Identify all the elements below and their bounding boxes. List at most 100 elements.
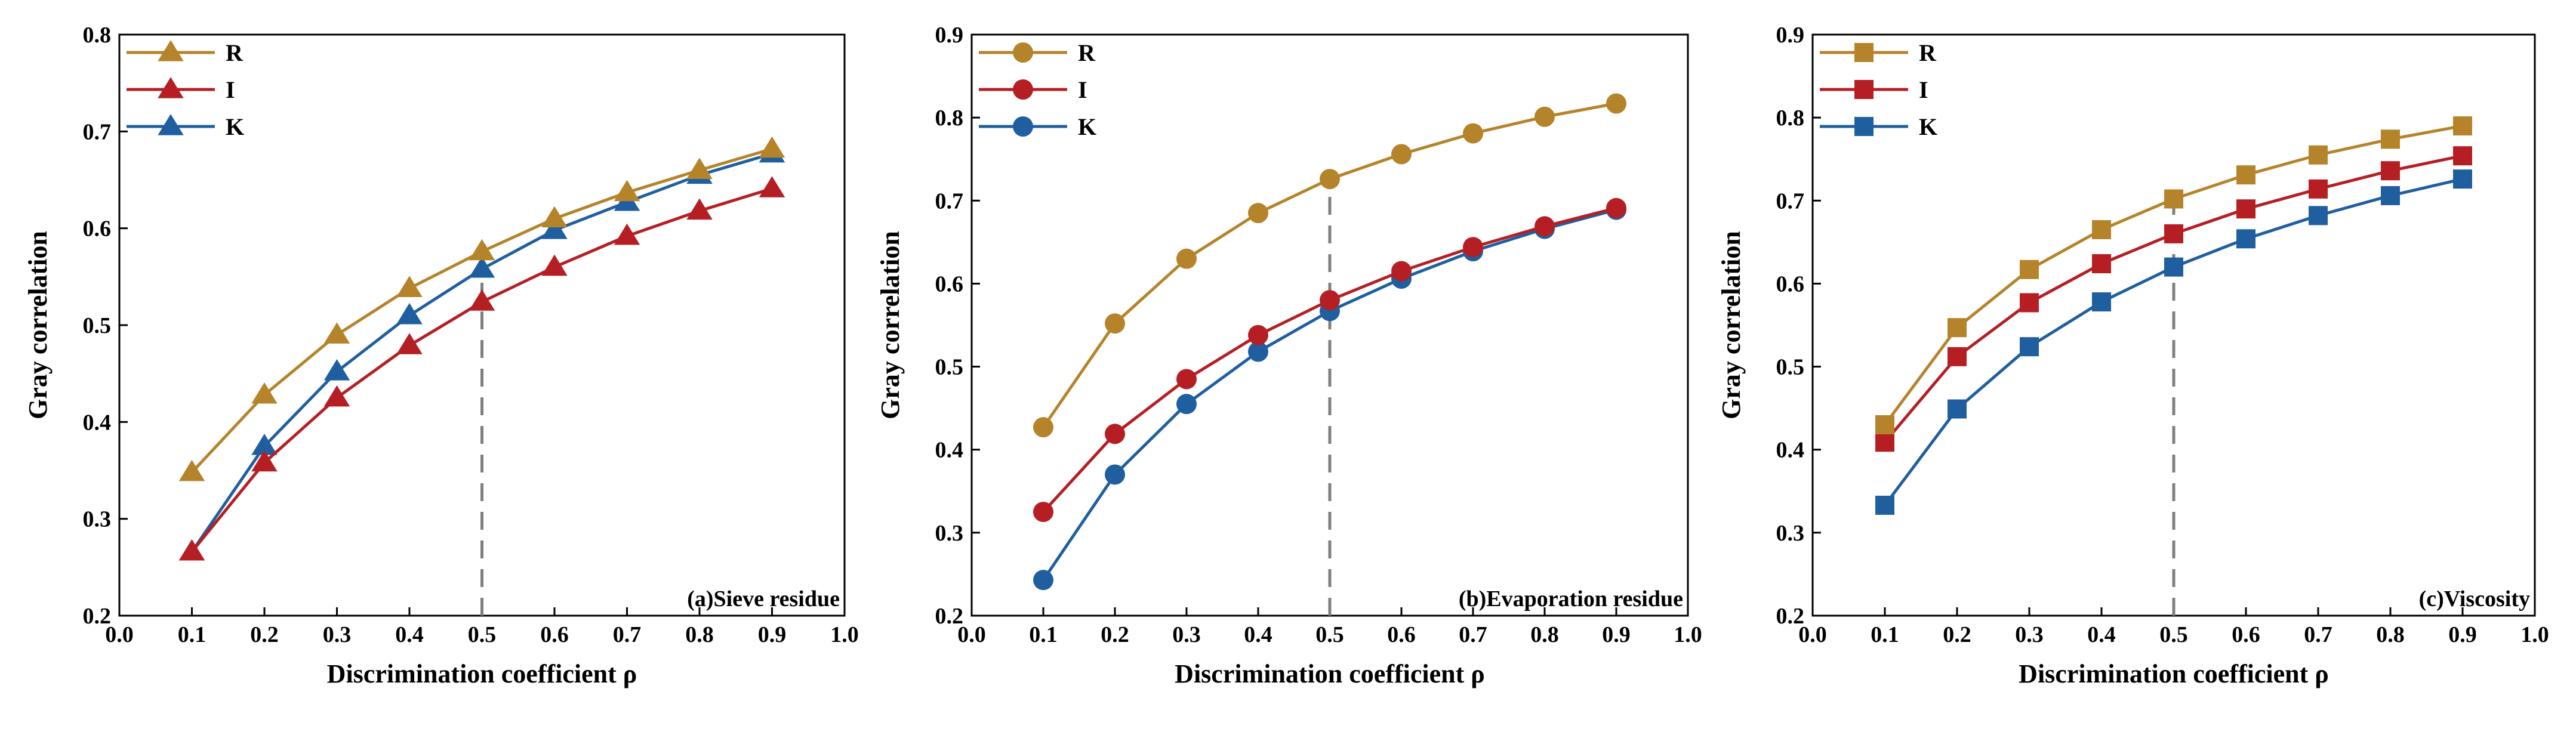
x-tick-label: 0.3 [2015,622,2044,647]
y-tick-label: 0.4 [1776,438,1805,463]
chart-panel-evaporation-residue: 0.0 0.1 0.2 0.3 0.4 0.5 0.6 0.7 0.8 0.9 1.0 0.2 0.3 0… [876,23,1702,688]
y-tick-label: 0.8 [935,106,964,131]
data-point-r [178,459,205,481]
x-tick-label: 1.0 [830,622,859,647]
data-point-k [2164,257,2183,277]
x-tick-label: 0.7 [613,622,642,647]
data-point-i [541,254,568,276]
y-tick-label: 0.7 [83,119,112,144]
legend-marker [1013,79,1033,100]
x-tick-label: 0.6 [540,622,569,647]
y-tick-label: 0.7 [1776,189,1805,214]
x-tick-label: 0.4 [1244,622,1272,647]
data-point-r [2092,220,2111,239]
data-point-i [2164,224,2183,243]
data-point-r [614,180,640,202]
legend-label: R [1919,39,1937,66]
x-tick-label: 0.3 [323,622,352,647]
data-point-i [1105,424,1125,444]
y-tick-label: 0.6 [83,217,112,242]
data-point-r [541,206,568,228]
legend-label: I [1919,76,1928,103]
data-point-i [2020,293,2039,313]
data-point-i [1875,433,1894,452]
data-point-i [178,539,205,561]
data-point-r [1875,415,1894,434]
x-tick-label: 0.4 [395,622,424,647]
legend-marker [158,114,184,135]
data-point-i [1463,237,1483,258]
x-tick-label: 0.6 [2232,622,2260,647]
data-point-i [1948,347,1967,366]
legend-item-i: I [1820,76,1928,103]
data-point-i [1176,369,1197,390]
x-tick-label: 0.1 [1871,622,1899,647]
legend-marker [1854,80,1874,99]
x-tick-label: 0.2 [1943,622,1971,647]
x-tick-label: 1.0 [2520,622,2549,647]
legend-label: K [226,113,244,140]
x-tick-label: 0.4 [2087,622,2116,647]
data-point-k [1105,464,1125,485]
data-point-i [1320,290,1340,311]
data-point-r [1176,248,1197,269]
data-point-r [2381,129,2400,149]
y-tick-label: 0.9 [935,23,964,48]
y-tick-label: 0.3 [83,507,112,532]
y-axis-title: Gray correlation [23,231,53,419]
data-point-r [1391,144,1412,165]
data-point-r [396,276,423,297]
y-tick-label: 0.8 [83,23,112,48]
x-tick-label: 0.9 [758,622,787,647]
legend-marker [158,40,184,61]
x-tick-label: 0.2 [1101,622,1129,647]
data-point-r [2236,165,2255,185]
x-tick-label: 0.0 [105,622,134,647]
panel-label: (c)Viscosity [2419,586,2530,611]
legend-label: R [1078,39,1096,66]
legend-item-r: R [1820,39,1937,66]
data-point-k [2236,229,2255,249]
data-point-r [686,157,713,179]
y-tick-label: 0.4 [83,410,112,435]
data-point-r [1033,417,1053,438]
chart-panel-viscosity: 0.0 0.1 0.2 0.3 0.4 0.5 0.6 0.7 0.8 0.9 1.0 0.2 0.3 0… [1717,23,2549,688]
data-point-i [759,176,785,197]
data-point-k [1875,495,1894,515]
y-tick-label: 0.3 [935,521,964,546]
data-point-i [1534,216,1555,237]
legend-item-i: I [127,76,235,103]
data-point-i [614,223,640,245]
data-point-i [2309,179,2328,199]
legend-item-k: K [127,113,244,140]
x-tick-label: 0.0 [1798,622,1827,647]
legend-label: K [1078,113,1096,140]
data-point-k [2020,337,2039,357]
y-tick-label: 0.5 [83,313,112,338]
data-point-i [1033,502,1053,523]
x-axis-title: Discrimination coefficient ρ [327,659,637,688]
data-point-r [1320,169,1340,190]
data-point-i [1248,325,1268,345]
data-point-k [2309,206,2328,226]
y-tick-label: 0.9 [1776,23,1805,48]
x-tick-label: 0.5 [1315,622,1344,647]
data-point-r [1606,93,1626,114]
data-point-k [469,256,495,278]
x-tick-label: 0.9 [2448,622,2477,647]
x-tick-label: 0.1 [178,622,207,647]
x-tick-label: 0.8 [2376,622,2405,647]
x-tick-label: 0.5 [468,622,497,647]
x-tick-label: 0.8 [1530,622,1559,647]
legend-item-r: R [979,39,1096,66]
data-point-i [469,289,495,311]
x-tick-label: 0.7 [1459,622,1487,647]
data-point-i [2236,199,2255,219]
x-tick-label: 0.3 [1172,622,1201,647]
data-point-i [251,450,278,472]
data-point-k [1033,570,1053,591]
data-point-r [469,239,495,261]
x-tick-label: 1.0 [1674,622,1702,647]
x-tick-label: 0.8 [685,622,714,647]
